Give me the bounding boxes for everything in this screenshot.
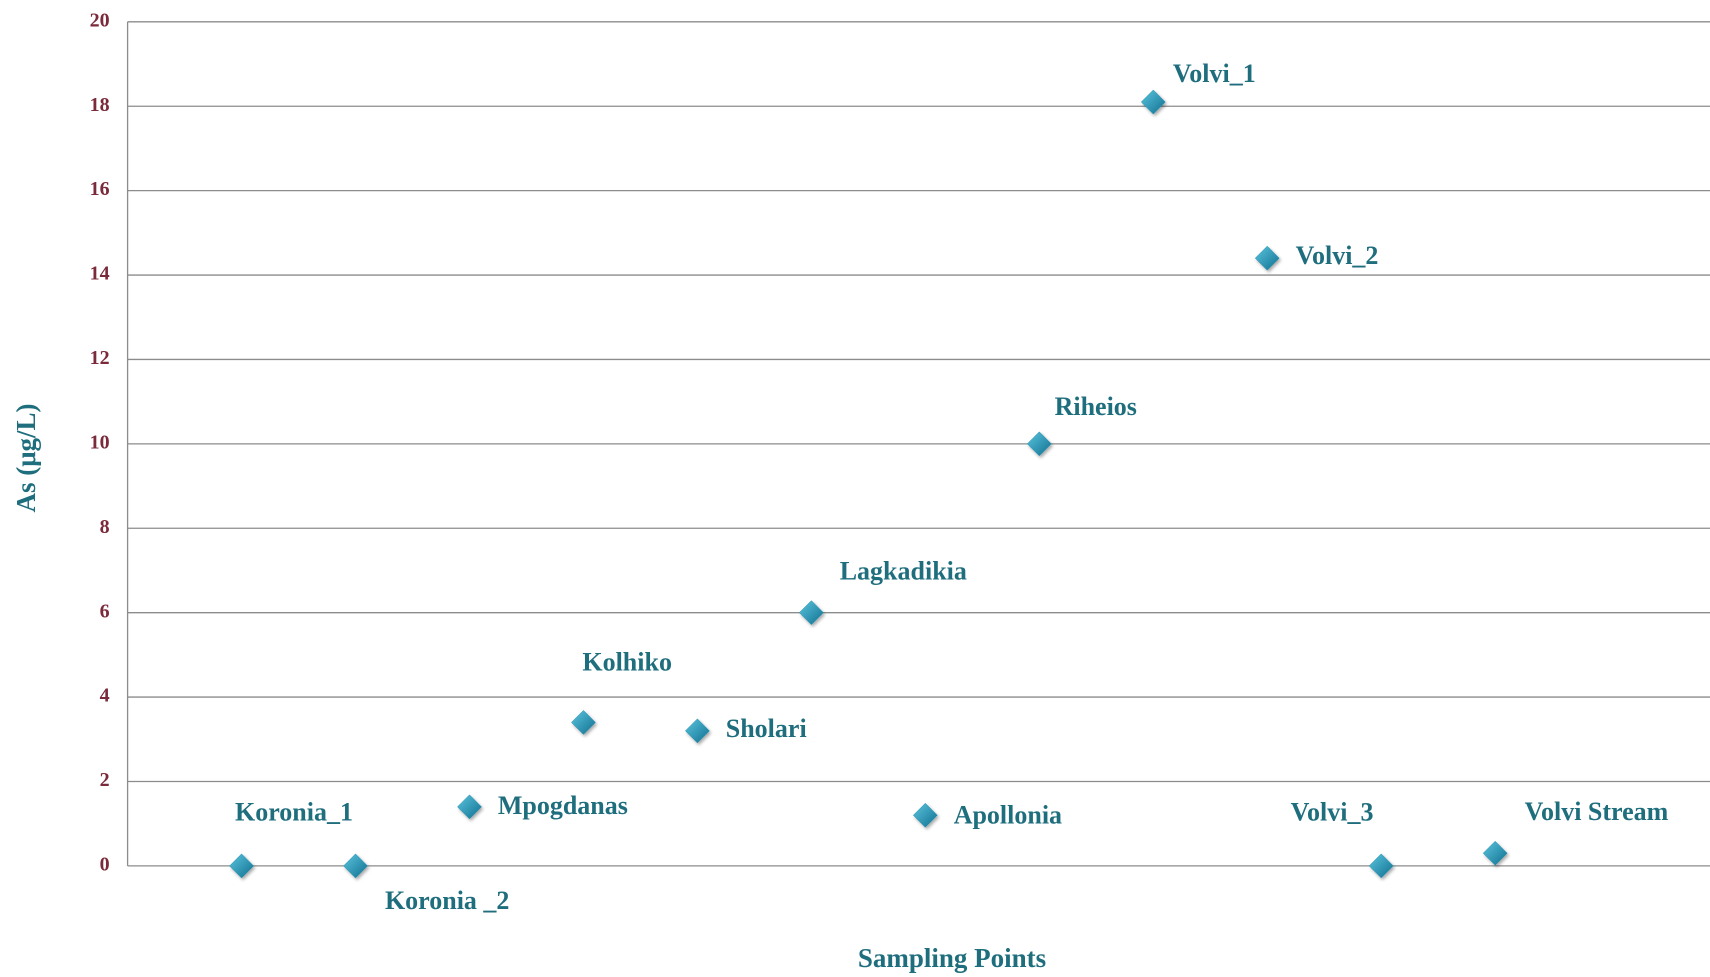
point-label: Mpogdanas <box>498 791 628 820</box>
y-tick-label: 6 <box>100 600 110 622</box>
y-tick-label: 2 <box>100 769 110 791</box>
marker <box>1254 245 1280 271</box>
y-tick-label: 14 <box>90 263 110 285</box>
point-label: Volvi_2 <box>1296 241 1379 270</box>
y-tick-label: 10 <box>90 431 110 453</box>
marker <box>343 853 368 879</box>
y-tick-label: 20 <box>90 9 110 31</box>
marker <box>1482 840 1508 866</box>
y-tick-label: 0 <box>100 853 110 875</box>
point-label: Koronia _2 <box>385 886 509 915</box>
marker <box>912 802 938 828</box>
y-tick-label: 16 <box>90 178 110 200</box>
y-tick-label: 8 <box>100 516 110 538</box>
point-label: Volvi_3 <box>1291 798 1374 827</box>
point-label: Riheios <box>1055 392 1137 421</box>
y-tick-label: 18 <box>90 94 110 116</box>
marker <box>571 710 596 735</box>
marker <box>1140 89 1166 115</box>
marker <box>457 794 482 820</box>
y-axis-title: As (μg/L) <box>11 403 41 512</box>
y-tick-label: 4 <box>100 685 110 707</box>
point-label: Lagkadikia <box>840 556 967 585</box>
point-label: Sholari <box>726 714 807 743</box>
point-label: Kolhiko <box>582 648 672 677</box>
marker <box>685 718 710 744</box>
marker <box>799 600 824 626</box>
point-label: Apollonia <box>954 800 1062 829</box>
marker <box>229 853 254 879</box>
point-label: Koronia_1 <box>235 798 353 827</box>
point-label: Volvi Stream <box>1525 797 1669 826</box>
y-tick-label: 12 <box>90 347 110 369</box>
point-label: Volvi_1 <box>1173 59 1256 88</box>
marker <box>1368 853 1394 879</box>
marker <box>1026 431 1052 457</box>
x-axis-title: Sampling Points <box>858 943 1046 973</box>
